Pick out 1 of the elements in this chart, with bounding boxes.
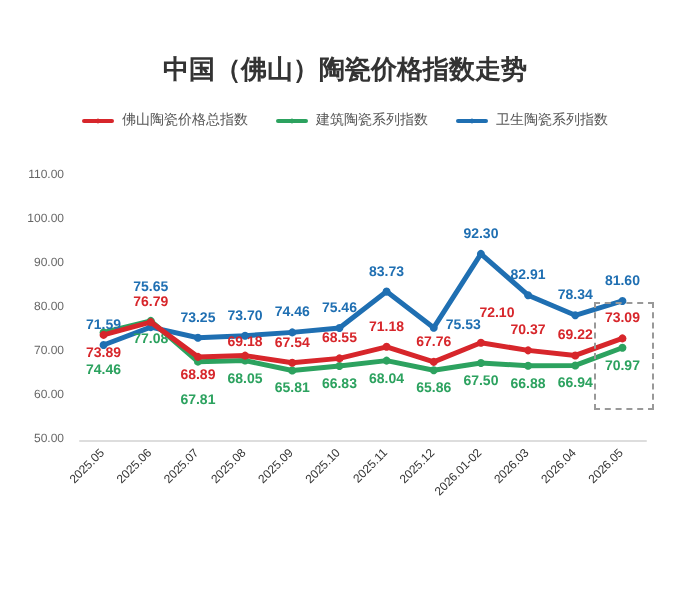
chart-title: 中国（佛山）陶瓷价格指数走势 <box>163 54 527 86</box>
